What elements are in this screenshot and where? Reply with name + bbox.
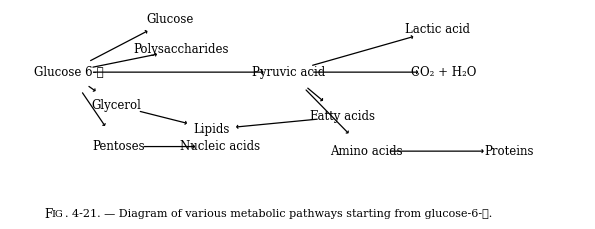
Text: Polysaccharides: Polysaccharides xyxy=(134,43,229,56)
Text: F: F xyxy=(45,208,53,221)
Text: IG: IG xyxy=(52,210,64,219)
Text: Fatty acids: Fatty acids xyxy=(309,110,375,123)
Text: Pentoses: Pentoses xyxy=(93,140,145,153)
Text: Amino acids: Amino acids xyxy=(330,145,402,158)
Text: Proteins: Proteins xyxy=(484,145,534,158)
Text: Glucose: Glucose xyxy=(146,13,193,26)
Text: CO₂ + H₂O: CO₂ + H₂O xyxy=(411,66,476,79)
Text: Glycerol: Glycerol xyxy=(91,99,141,112)
Text: Lactic acid: Lactic acid xyxy=(405,23,470,36)
Text: . 4-21. — Diagram of various metabolic pathways starting from glucose-6-Ⓟ.: . 4-21. — Diagram of various metabolic p… xyxy=(65,209,493,219)
Text: Nucleic acids: Nucleic acids xyxy=(180,140,260,153)
Text: Pyruvic acid: Pyruvic acid xyxy=(252,66,325,79)
Text: Glucose 6-Ⓟ: Glucose 6-Ⓟ xyxy=(33,66,104,79)
Text: Lipids: Lipids xyxy=(193,123,230,136)
